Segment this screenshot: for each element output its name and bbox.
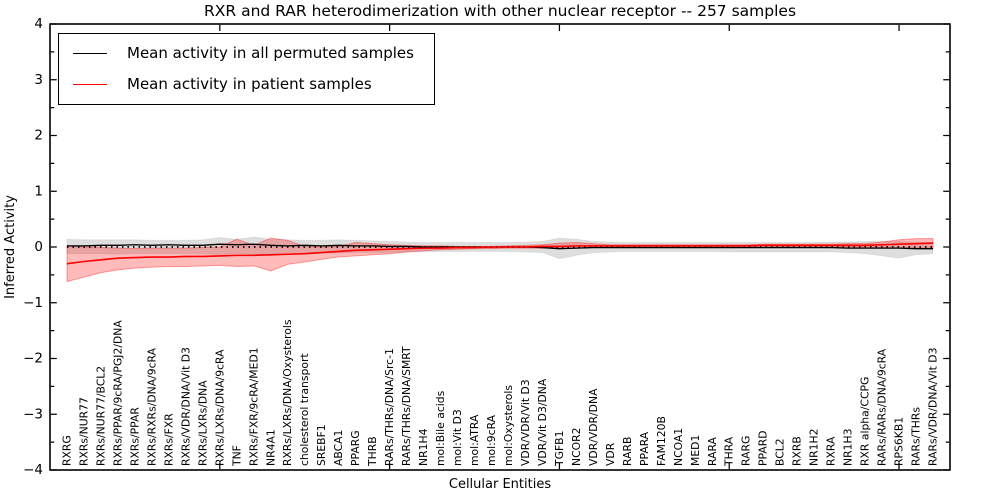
- category-label: RXRs/FXR/9cRA/MED1: [247, 347, 260, 466]
- legend-item-patient: Mean activity in patient samples: [73, 72, 420, 96]
- category-label: RXRs/NUR77/BCL2: [94, 366, 107, 466]
- category-label: mol:Bile acids: [434, 390, 447, 466]
- category-label: RXRs/FXR: [162, 413, 175, 466]
- category-label: RARs/THRs/DNA/SMRT: [400, 346, 413, 466]
- y-tick-label: −1: [23, 295, 43, 311]
- category-label: RXRs/LXRs/DNA/9cRA: [213, 349, 226, 466]
- category-label: PPARG: [349, 430, 362, 466]
- category-label: RXRs/PPAR: [128, 407, 141, 466]
- category-label: NR1H2: [808, 429, 821, 466]
- legend-line-patient-icon: [73, 83, 107, 85]
- category-label: VDR: [604, 442, 617, 466]
- mean-line-patient: [66, 242, 934, 265]
- category-label: RARs/THRs: [910, 407, 923, 466]
- legend-label-patient: Mean activity in patient samples: [127, 75, 372, 93]
- category-label: VDR/Vit D3/DNA: [536, 378, 549, 466]
- category-label: RXRs/VDR/DNA/Vit D3: [179, 347, 192, 466]
- category-label: RARG: [740, 436, 753, 466]
- category-label: mol:Oxysterols: [502, 385, 515, 466]
- category-label: NR4A1: [264, 429, 277, 466]
- category-label: RXRs/LXRs/DNA: [196, 380, 209, 466]
- category-label: RXRs/NUR77: [77, 397, 90, 466]
- category-label: THRB: [366, 436, 379, 467]
- category-label: mol:ATRA: [468, 414, 481, 466]
- category-label: NCOR2: [570, 428, 583, 467]
- category-label: FAM120B: [655, 416, 668, 466]
- legend: Mean activity in all permuted samples Me…: [58, 33, 435, 105]
- category-label: RXRs/LXRs/DNA/Oxysterols: [281, 319, 294, 466]
- category-label: RARB: [621, 437, 634, 466]
- category-label: ABCA1: [332, 430, 345, 466]
- legend-line-permuted-icon: [73, 52, 107, 54]
- category-label: RXRG: [60, 435, 73, 466]
- category-label: PPARD: [757, 430, 770, 466]
- y-tick-label: −3: [23, 406, 43, 422]
- category-label: NR1H4: [417, 428, 430, 466]
- category-label: MED1: [689, 435, 702, 466]
- category-label: RXR alpha/CCPG: [859, 377, 872, 466]
- category-label: BCL2: [774, 438, 787, 466]
- y-tick-label: 1: [34, 183, 43, 199]
- y-tick-label: 2: [34, 128, 43, 144]
- confidence-band-permuted: [66, 236, 934, 260]
- axes-frame: [49, 23, 951, 471]
- category-label: TGFB1: [553, 431, 566, 467]
- category-label: RXRB: [791, 436, 804, 466]
- category-label: RARs/THRs/DNA/Src-1: [383, 348, 396, 466]
- category-label: RXRA: [825, 436, 838, 466]
- category-label: NR1H3: [842, 429, 855, 466]
- legend-label-permuted: Mean activity in all permuted samples: [127, 44, 414, 62]
- category-label: mol:9cRA: [485, 414, 498, 466]
- category-label: cholesterol transport: [298, 353, 311, 466]
- category-label: PPARA: [638, 431, 651, 466]
- y-tick-label: −2: [23, 351, 43, 367]
- category-label: NCOA1: [672, 428, 685, 466]
- category-label: RPS6KB1: [893, 417, 906, 466]
- category-label: RXRs/PPAR/9cRA/PGJ2/DNA: [111, 320, 124, 466]
- category-label: VDR/VDR/Vit D3: [519, 379, 532, 466]
- category-label: VDR/VDR/DNA: [587, 388, 600, 466]
- y-tick-label: 4: [34, 16, 43, 32]
- y-tick-label: −4: [23, 462, 43, 478]
- category-label: RARs/VDR/DNA/Vit D3: [927, 348, 940, 466]
- y-tick-label: 0: [34, 239, 43, 255]
- category-label: RXRs/RXRs/DNA/9cRA: [145, 347, 158, 466]
- legend-item-permuted: Mean activity in all permuted samples: [73, 41, 420, 65]
- category-label: RARs/RARs/DNA/9cRA: [876, 348, 889, 466]
- y-tick-label: 3: [34, 72, 43, 88]
- category-label: TNF: [230, 445, 243, 467]
- category-label: RARA: [706, 436, 719, 466]
- category-label: SREBF1: [315, 424, 328, 466]
- category-label: THRA: [723, 436, 736, 467]
- category-label: mol:Vit D3: [451, 409, 464, 466]
